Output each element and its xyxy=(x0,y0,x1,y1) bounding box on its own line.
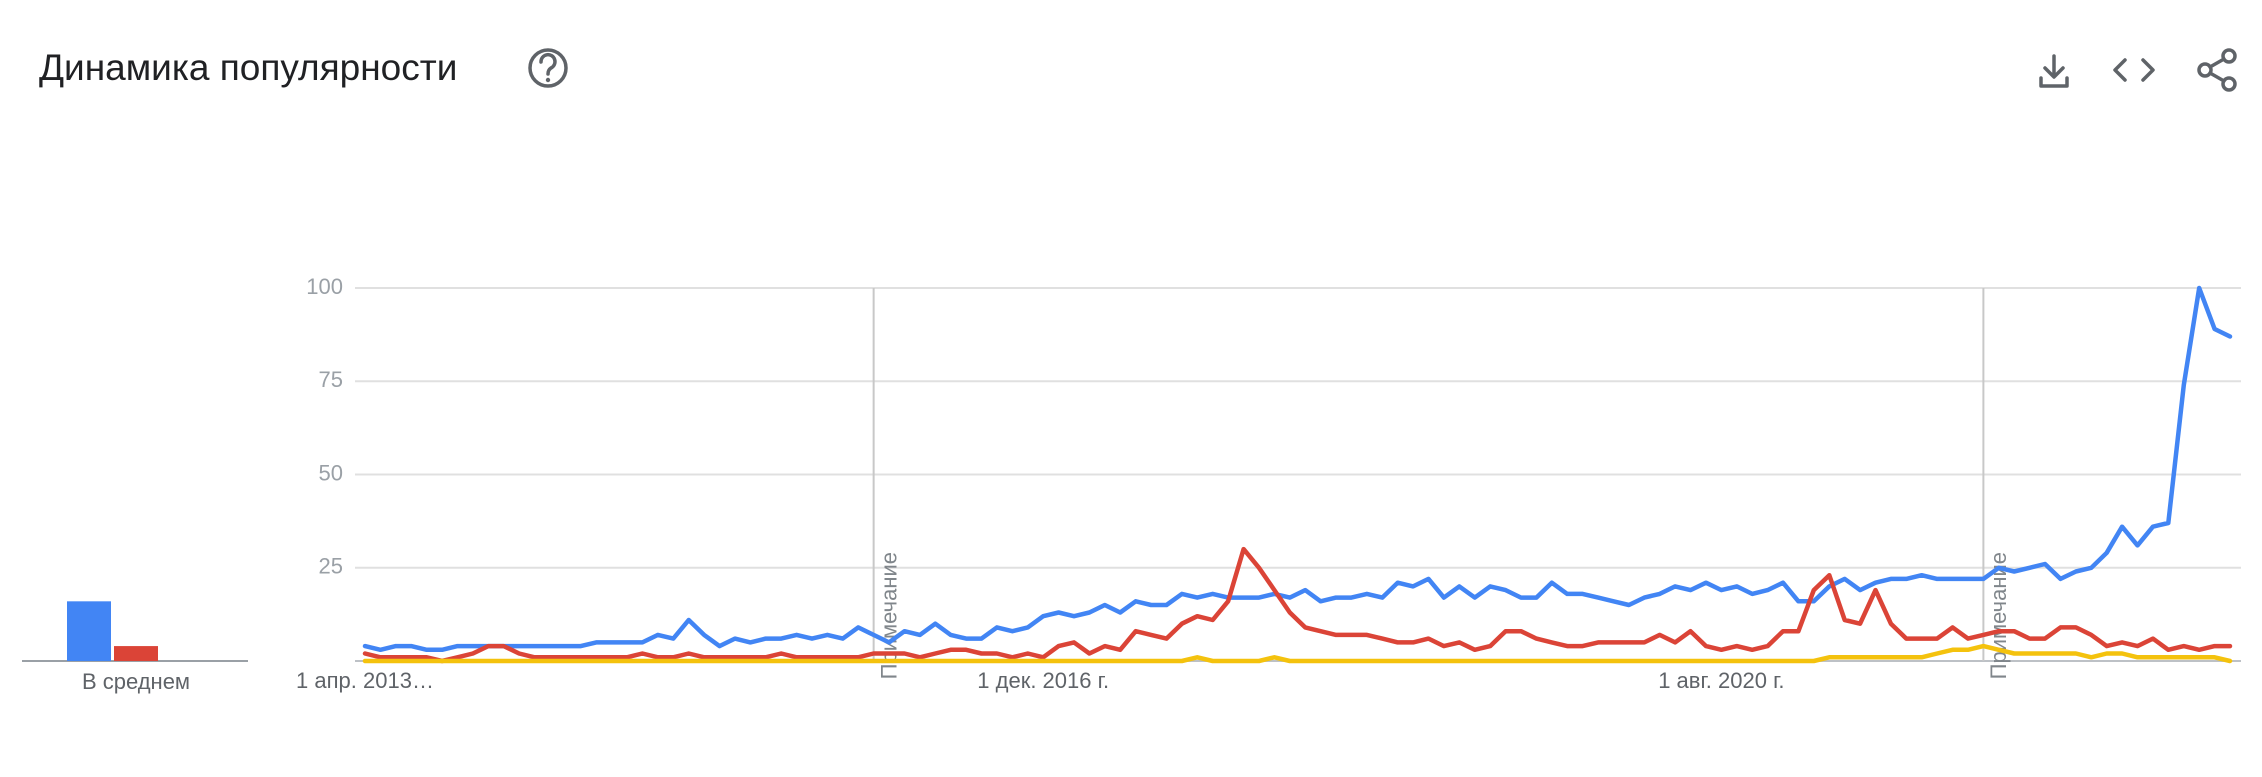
y-tick-label: 50 xyxy=(319,460,343,485)
trend-line xyxy=(362,546,2233,664)
help-icon[interactable] xyxy=(528,48,568,88)
average-bar xyxy=(114,646,158,661)
share-icon[interactable] xyxy=(2197,48,2237,92)
embed-glyph xyxy=(2113,58,2155,82)
share-node xyxy=(2197,62,2213,78)
average-bar xyxy=(67,601,111,661)
trend-line xyxy=(362,643,2233,664)
y-tick-label: 75 xyxy=(319,367,343,392)
share-node xyxy=(2221,48,2237,64)
share-links xyxy=(2208,57,2226,83)
help-mark xyxy=(539,52,557,76)
help-dot xyxy=(545,77,551,83)
share-node xyxy=(2221,76,2237,92)
embed-icon[interactable] xyxy=(2113,58,2155,82)
trend-line xyxy=(362,285,2233,653)
download-icon[interactable] xyxy=(2039,54,2069,88)
x-tick-label: 1 дек. 2016 г. xyxy=(977,668,1109,693)
annotation-label: Примечание xyxy=(876,552,901,679)
x-tick-label: 1 апр. 2013… xyxy=(296,668,434,693)
download-glyph xyxy=(2039,54,2069,88)
x-tick-label: 1 авг. 2020 г. xyxy=(1658,668,1784,693)
average-label: В среднем xyxy=(82,669,190,694)
widget-title: Динамика популярности xyxy=(39,47,457,88)
help-circle xyxy=(528,48,568,88)
y-tick-label: 100 xyxy=(306,274,343,299)
y-tick-label: 25 xyxy=(319,554,343,579)
